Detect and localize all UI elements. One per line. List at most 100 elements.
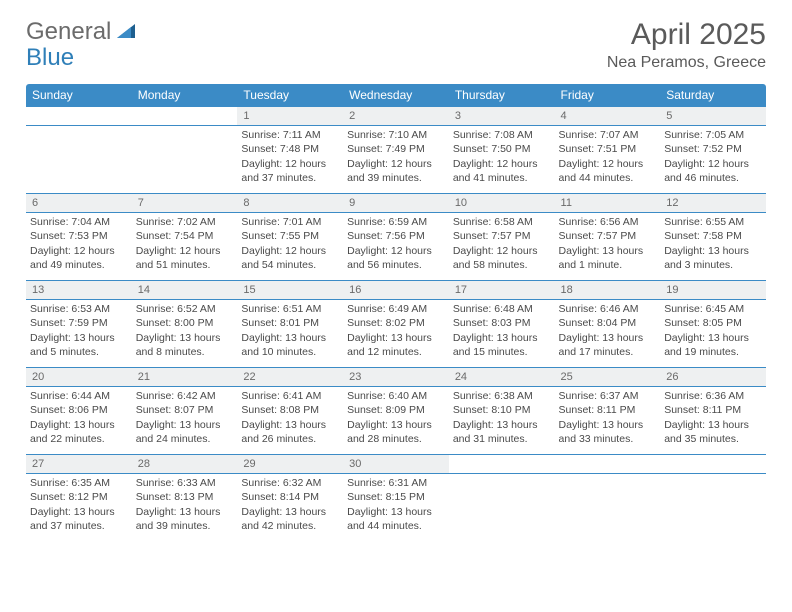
sunrise-text: Sunrise: 7:01 AM <box>241 215 339 229</box>
day-detail: Sunrise: 6:51 AMSunset: 8:01 PMDaylight:… <box>237 300 343 368</box>
col-saturday: Saturday <box>660 84 766 107</box>
day-detail <box>555 474 661 541</box>
sunset-text: Sunset: 7:48 PM <box>241 142 339 156</box>
sunrise-text: Sunrise: 6:36 AM <box>664 389 762 403</box>
daylight-text: and 19 minutes. <box>664 345 762 359</box>
col-monday: Monday <box>132 84 238 107</box>
daylight-text: Daylight: 12 hours <box>453 157 551 171</box>
day-detail: Sunrise: 7:04 AMSunset: 7:53 PMDaylight:… <box>26 213 132 281</box>
daylight-text: Daylight: 12 hours <box>347 157 445 171</box>
daylight-text: Daylight: 12 hours <box>559 157 657 171</box>
col-friday: Friday <box>555 84 661 107</box>
daylight-text: and 31 minutes. <box>453 432 551 446</box>
col-wednesday: Wednesday <box>343 84 449 107</box>
sunset-text: Sunset: 7:55 PM <box>241 229 339 243</box>
sunrise-text: Sunrise: 6:59 AM <box>347 215 445 229</box>
day-detail <box>26 126 132 194</box>
daylight-text: and 37 minutes. <box>241 171 339 185</box>
daylight-text: and 46 minutes. <box>664 171 762 185</box>
week-detail-row: Sunrise: 7:11 AMSunset: 7:48 PMDaylight:… <box>26 126 766 194</box>
day-number: 15 <box>237 280 343 299</box>
day-number: 23 <box>343 367 449 386</box>
sunset-text: Sunset: 8:02 PM <box>347 316 445 330</box>
day-number: 3 <box>449 107 555 126</box>
daylight-text: Daylight: 13 hours <box>241 418 339 432</box>
day-number: 12 <box>660 193 766 212</box>
sunrise-text: Sunrise: 7:07 AM <box>559 128 657 142</box>
day-number: 6 <box>26 193 132 212</box>
sunset-text: Sunset: 7:58 PM <box>664 229 762 243</box>
daylight-text: and 12 minutes. <box>347 345 445 359</box>
day-detail: Sunrise: 7:10 AMSunset: 7:49 PMDaylight:… <box>343 126 449 194</box>
sunrise-text: Sunrise: 6:41 AM <box>241 389 339 403</box>
daylight-text: Daylight: 12 hours <box>241 157 339 171</box>
logo-sail-icon <box>115 22 137 42</box>
week-daynum-row: 13141516171819 <box>26 280 766 299</box>
daylight-text: and 58 minutes. <box>453 258 551 272</box>
day-number: 7 <box>132 193 238 212</box>
daylight-text: and 41 minutes. <box>453 171 551 185</box>
daylight-text: Daylight: 13 hours <box>30 331 128 345</box>
day-detail: Sunrise: 6:31 AMSunset: 8:15 PMDaylight:… <box>343 474 449 541</box>
daylight-text: Daylight: 13 hours <box>241 331 339 345</box>
daylight-text: and 1 minute. <box>559 258 657 272</box>
daylight-text: and 54 minutes. <box>241 258 339 272</box>
week-detail-row: Sunrise: 7:04 AMSunset: 7:53 PMDaylight:… <box>26 213 766 281</box>
daylight-text: and 26 minutes. <box>241 432 339 446</box>
day-number: 26 <box>660 367 766 386</box>
calendar-table: Sunday Monday Tuesday Wednesday Thursday… <box>26 84 766 541</box>
sunrise-text: Sunrise: 6:49 AM <box>347 302 445 316</box>
day-number <box>449 454 555 473</box>
page-header: General April 2025 Nea Peramos, Greece <box>26 18 766 72</box>
day-detail: Sunrise: 7:01 AMSunset: 7:55 PMDaylight:… <box>237 213 343 281</box>
sunset-text: Sunset: 8:00 PM <box>136 316 234 330</box>
daylight-text: Daylight: 13 hours <box>453 418 551 432</box>
daylight-text: Daylight: 12 hours <box>664 157 762 171</box>
daylight-text: Daylight: 13 hours <box>347 418 445 432</box>
sunrise-text: Sunrise: 6:58 AM <box>453 215 551 229</box>
day-detail: Sunrise: 6:58 AMSunset: 7:57 PMDaylight:… <box>449 213 555 281</box>
sunset-text: Sunset: 8:07 PM <box>136 403 234 417</box>
day-detail: Sunrise: 6:53 AMSunset: 7:59 PMDaylight:… <box>26 300 132 368</box>
daylight-text: Daylight: 12 hours <box>30 244 128 258</box>
sunrise-text: Sunrise: 7:08 AM <box>453 128 551 142</box>
day-detail: Sunrise: 6:45 AMSunset: 8:05 PMDaylight:… <box>660 300 766 368</box>
daylight-text: and 42 minutes. <box>241 519 339 533</box>
sunset-text: Sunset: 8:06 PM <box>30 403 128 417</box>
sunset-text: Sunset: 8:11 PM <box>559 403 657 417</box>
day-number: 27 <box>26 454 132 473</box>
sunset-text: Sunset: 7:50 PM <box>453 142 551 156</box>
day-detail: Sunrise: 6:48 AMSunset: 8:03 PMDaylight:… <box>449 300 555 368</box>
day-detail: Sunrise: 7:08 AMSunset: 7:50 PMDaylight:… <box>449 126 555 194</box>
day-detail: Sunrise: 7:02 AMSunset: 7:54 PMDaylight:… <box>132 213 238 281</box>
sunset-text: Sunset: 7:51 PM <box>559 142 657 156</box>
sunset-text: Sunset: 7:56 PM <box>347 229 445 243</box>
col-sunday: Sunday <box>26 84 132 107</box>
sunrise-text: Sunrise: 6:40 AM <box>347 389 445 403</box>
week-daynum-row: 6789101112 <box>26 193 766 212</box>
daylight-text: and 22 minutes. <box>30 432 128 446</box>
day-detail <box>132 126 238 194</box>
sunset-text: Sunset: 8:15 PM <box>347 490 445 504</box>
day-number: 1 <box>237 107 343 126</box>
day-detail: Sunrise: 6:41 AMSunset: 8:08 PMDaylight:… <box>237 387 343 455</box>
sunset-text: Sunset: 8:09 PM <box>347 403 445 417</box>
sunset-text: Sunset: 8:10 PM <box>453 403 551 417</box>
daylight-text: and 10 minutes. <box>241 345 339 359</box>
sunset-text: Sunset: 8:14 PM <box>241 490 339 504</box>
sunrise-text: Sunrise: 6:31 AM <box>347 476 445 490</box>
week-detail-row: Sunrise: 6:35 AMSunset: 8:12 PMDaylight:… <box>26 474 766 541</box>
sunrise-text: Sunrise: 6:56 AM <box>559 215 657 229</box>
day-number: 4 <box>555 107 661 126</box>
week-daynum-row: 27282930 <box>26 454 766 473</box>
day-number <box>660 454 766 473</box>
day-number: 11 <box>555 193 661 212</box>
daylight-text: and 8 minutes. <box>136 345 234 359</box>
sunrise-text: Sunrise: 7:10 AM <box>347 128 445 142</box>
sunset-text: Sunset: 8:12 PM <box>30 490 128 504</box>
daylight-text: and 49 minutes. <box>30 258 128 272</box>
sunrise-text: Sunrise: 6:33 AM <box>136 476 234 490</box>
sunrise-text: Sunrise: 7:05 AM <box>664 128 762 142</box>
calendar-header-row: Sunday Monday Tuesday Wednesday Thursday… <box>26 84 766 107</box>
day-number: 8 <box>237 193 343 212</box>
